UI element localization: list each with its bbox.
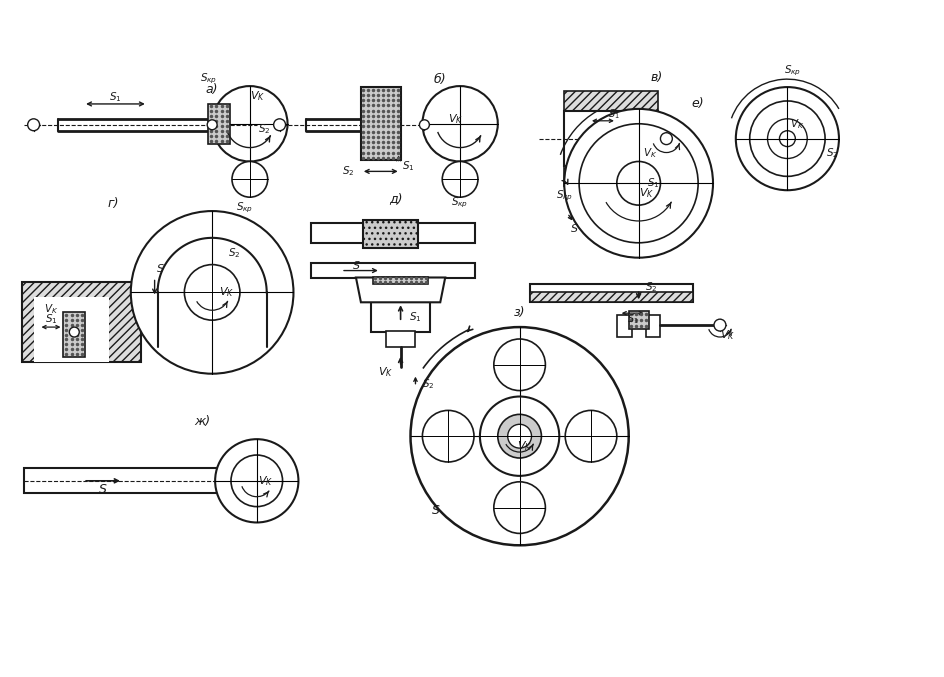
Circle shape bbox=[780, 131, 796, 147]
Polygon shape bbox=[356, 278, 446, 303]
Text: $S_1$: $S_1$ bbox=[402, 160, 414, 173]
Bar bbox=[312, 263, 475, 278]
Circle shape bbox=[411, 327, 629, 545]
Bar bbox=[565, 91, 659, 111]
Circle shape bbox=[131, 211, 294, 374]
Text: $S$: $S$ bbox=[430, 504, 440, 517]
Bar bbox=[34, 297, 109, 362]
Circle shape bbox=[494, 339, 546, 391]
Circle shape bbox=[714, 319, 726, 331]
Text: ж): ж) bbox=[194, 415, 211, 428]
Circle shape bbox=[231, 455, 282, 506]
Bar bbox=[362, 220, 418, 248]
Circle shape bbox=[767, 119, 807, 158]
Text: $S_{кр}$: $S_{кр}$ bbox=[451, 196, 469, 211]
Bar bbox=[530, 292, 693, 303]
Text: $S_2$: $S_2$ bbox=[646, 280, 658, 294]
Circle shape bbox=[616, 162, 661, 205]
Circle shape bbox=[480, 397, 559, 476]
Bar bbox=[63, 312, 85, 357]
Text: $S_{кр}$: $S_{кр}$ bbox=[784, 64, 801, 79]
Bar bbox=[565, 111, 659, 167]
Text: $S_1$: $S_1$ bbox=[45, 312, 58, 326]
Text: $S_{кр}$: $S_{кр}$ bbox=[236, 201, 254, 215]
Text: $S_1$: $S_1$ bbox=[409, 310, 422, 324]
Circle shape bbox=[494, 482, 546, 533]
Circle shape bbox=[184, 265, 240, 320]
Text: $S_1$: $S_1$ bbox=[648, 177, 660, 190]
Text: $V_K$: $V_K$ bbox=[258, 474, 274, 487]
Circle shape bbox=[419, 120, 430, 130]
Bar bbox=[209, 104, 230, 144]
Text: $V_K$: $V_K$ bbox=[44, 303, 59, 316]
Text: $V_K$: $V_K$ bbox=[790, 117, 804, 131]
Text: в): в) bbox=[650, 70, 663, 84]
Bar bbox=[530, 284, 693, 303]
Bar bbox=[565, 167, 659, 186]
Circle shape bbox=[595, 133, 607, 145]
Text: $V_K$: $V_K$ bbox=[517, 439, 532, 453]
Text: $S$: $S$ bbox=[351, 259, 361, 271]
Bar bbox=[24, 468, 227, 493]
Circle shape bbox=[442, 162, 478, 197]
Circle shape bbox=[212, 86, 288, 162]
Bar bbox=[373, 276, 429, 284]
Text: $S$: $S$ bbox=[156, 261, 165, 274]
Text: г): г) bbox=[108, 196, 119, 210]
Text: б): б) bbox=[434, 72, 447, 86]
Bar bbox=[371, 301, 430, 332]
Bar bbox=[646, 315, 661, 337]
Circle shape bbox=[508, 424, 531, 448]
Bar bbox=[362, 220, 418, 248]
Circle shape bbox=[579, 124, 699, 243]
Circle shape bbox=[422, 410, 474, 462]
Text: $S_2$: $S_2$ bbox=[228, 246, 240, 259]
Text: $S_1$: $S_1$ bbox=[109, 90, 121, 104]
Circle shape bbox=[497, 414, 542, 458]
Text: $V_K$: $V_K$ bbox=[639, 186, 654, 200]
Text: $S$: $S$ bbox=[98, 483, 108, 496]
Text: $V_K$: $V_K$ bbox=[219, 286, 235, 299]
Text: е): е) bbox=[692, 97, 704, 110]
Circle shape bbox=[565, 109, 713, 258]
Text: $V_K$: $V_K$ bbox=[379, 365, 394, 378]
Circle shape bbox=[232, 162, 268, 197]
Text: $S_2$: $S_2$ bbox=[258, 122, 270, 135]
Circle shape bbox=[750, 101, 825, 176]
Text: $S_2$: $S_2$ bbox=[826, 147, 838, 160]
Circle shape bbox=[215, 439, 298, 523]
Text: $V_K$: $V_K$ bbox=[720, 328, 735, 342]
Circle shape bbox=[735, 87, 839, 190]
Text: $S_2$: $S_2$ bbox=[342, 165, 354, 178]
Bar bbox=[616, 315, 632, 337]
Circle shape bbox=[274, 119, 285, 131]
Text: а): а) bbox=[206, 83, 218, 95]
Text: $S_1$: $S_1$ bbox=[627, 312, 638, 326]
Bar bbox=[361, 87, 400, 160]
Text: $V_K$: $V_K$ bbox=[447, 112, 463, 126]
Text: з): з) bbox=[514, 306, 526, 319]
Bar bbox=[386, 331, 415, 347]
Text: $S_{кр}$: $S_{кр}$ bbox=[199, 72, 217, 87]
Circle shape bbox=[587, 125, 615, 152]
Text: $V_K$: $V_K$ bbox=[250, 89, 265, 103]
Text: $S_2$: $S_2$ bbox=[422, 376, 434, 391]
Text: $S_1$: $S_1$ bbox=[608, 107, 619, 121]
Text: $V_K$: $V_K$ bbox=[644, 147, 658, 160]
Bar bbox=[22, 282, 141, 362]
Circle shape bbox=[422, 86, 497, 162]
Circle shape bbox=[661, 133, 672, 145]
Circle shape bbox=[69, 327, 79, 337]
Text: д): д) bbox=[389, 192, 402, 204]
Circle shape bbox=[565, 410, 616, 462]
Text: $S$: $S$ bbox=[570, 222, 579, 234]
Bar bbox=[312, 223, 475, 243]
Bar bbox=[22, 282, 141, 362]
Circle shape bbox=[207, 120, 217, 130]
Circle shape bbox=[27, 119, 40, 131]
Text: $S_{кр}$: $S_{кр}$ bbox=[556, 189, 573, 203]
Bar bbox=[629, 311, 649, 329]
